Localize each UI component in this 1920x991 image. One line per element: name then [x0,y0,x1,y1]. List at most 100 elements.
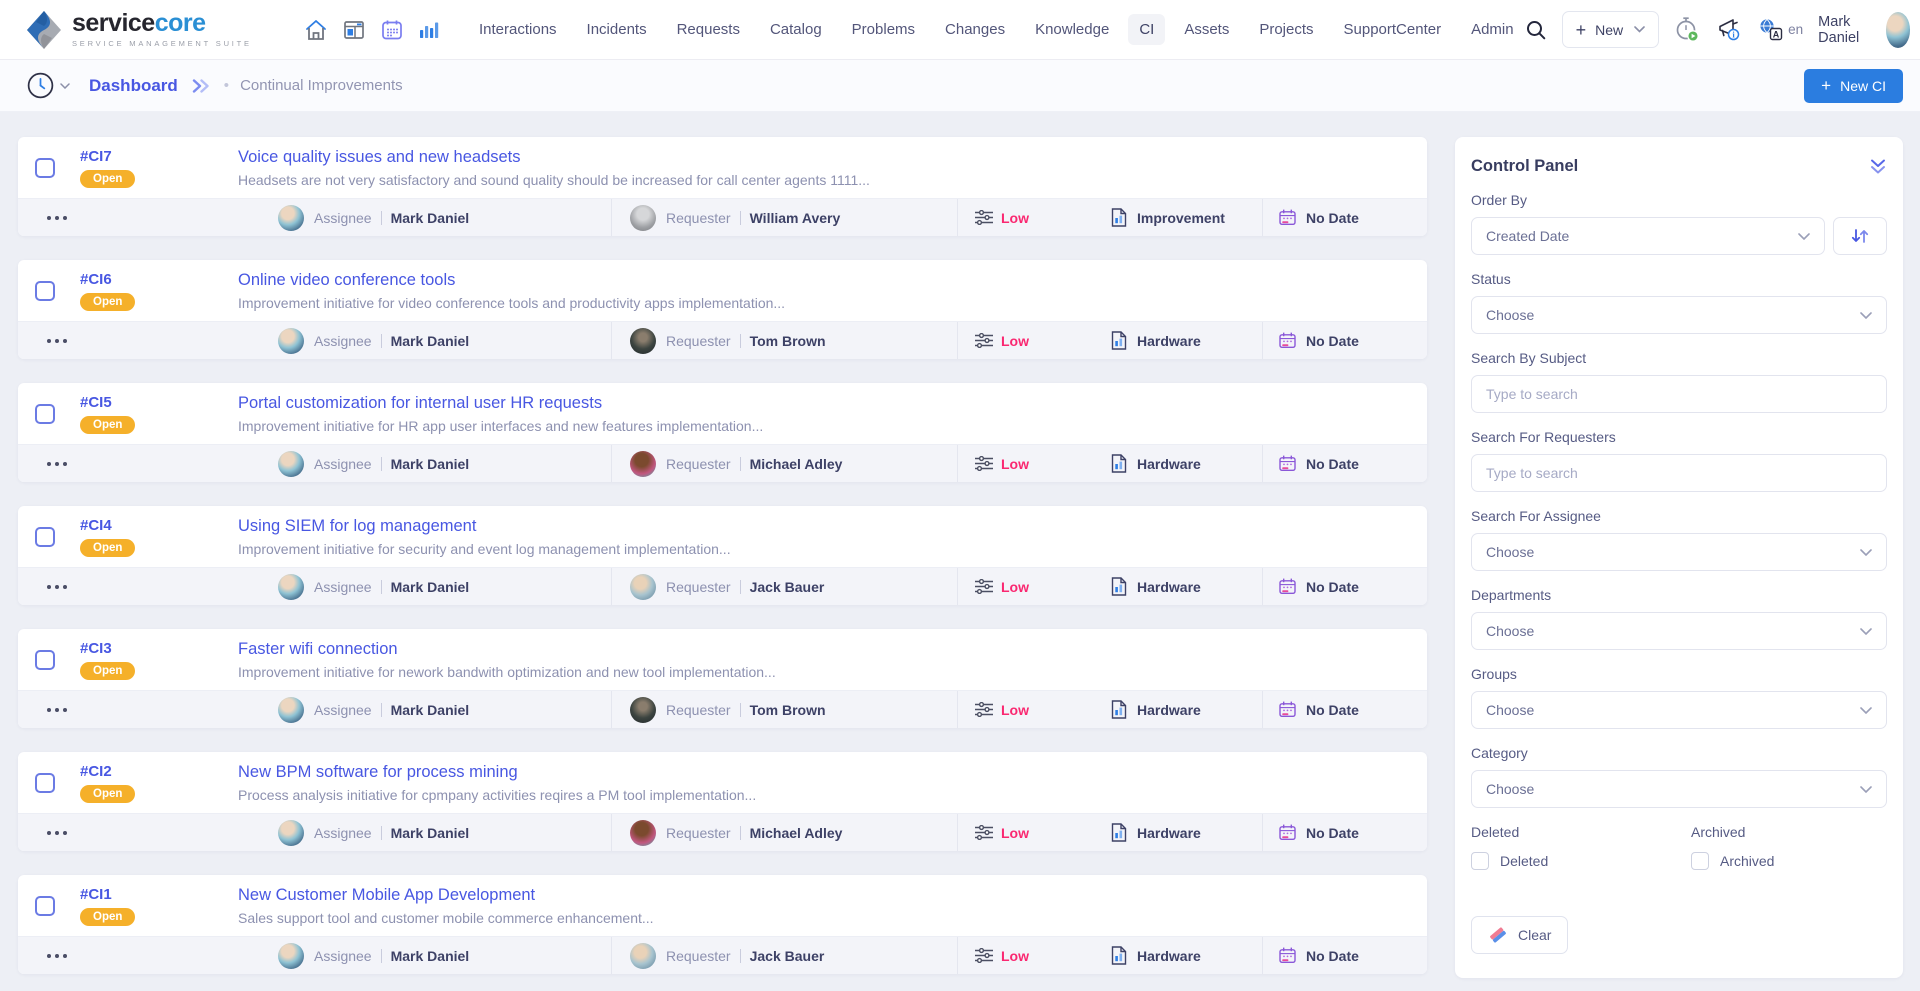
home-icon[interactable] [304,18,328,42]
priority-cell: Low [958,199,1093,236]
ci-card-main: #CI3 Open Faster wifi connection Improve… [18,629,1427,690]
status-badge: Open [80,661,136,680]
ci-title-link[interactable]: Portal customization for internal user H… [238,393,603,412]
eraser-icon [1488,926,1509,945]
bar-chart-icon[interactable] [418,19,440,41]
nav-item[interactable]: CI [1128,14,1166,45]
search-icon[interactable] [1525,19,1547,41]
top-navigation-bar: servicecore SERVICE MANAGEMENT SUITE [0,0,1920,60]
deleted-checkbox[interactable] [1471,852,1489,870]
priority-sliders-icon [975,702,993,717]
ci-id-link[interactable]: #CI3 [80,639,112,657]
row-checkbox[interactable] [35,157,55,178]
status-select[interactable]: Choose [1471,296,1887,334]
ci-id-link[interactable]: #CI2 [80,762,112,780]
announcement-megaphone-icon[interactable]: i [1716,16,1743,43]
divider [380,210,382,225]
sort-direction-button[interactable] [1833,217,1887,255]
ci-id-link[interactable]: #CI1 [80,885,112,903]
search-for-requesters-input[interactable] [1471,454,1887,492]
row-menu-button[interactable] [45,456,69,472]
row-menu-button[interactable] [45,210,69,226]
deleted-section-label: Deleted [1471,824,1520,840]
breadcrumb-dashboard-link[interactable]: Dashboard [89,75,178,95]
document-chart-icon [1111,577,1127,596]
nav-item[interactable]: Admin [1471,21,1514,38]
order-by-select[interactable]: Created Date [1471,217,1825,255]
nav-item[interactable]: SupportCenter [1343,21,1442,38]
row-checkbox[interactable] [35,403,55,424]
nav-item[interactable]: Requests [676,21,740,38]
brand-text: servicecore SERVICE MANAGEMENT SUITE [72,9,252,49]
language-switcher[interactable]: A en [1758,18,1803,42]
ci-id-link[interactable]: #CI6 [80,270,112,288]
nav-item[interactable]: Catalog [769,21,822,38]
user-avatar[interactable] [1885,11,1911,48]
ci-title-link[interactable]: Faster wifi connection [238,639,398,658]
ci-id-link[interactable]: #CI5 [80,393,112,411]
document-chart-icon [1111,700,1127,719]
date-cell: No Date [1262,445,1427,482]
timer-icon[interactable] [1674,16,1701,43]
row-menu-button[interactable] [45,579,69,595]
collapse-panel-icon[interactable] [1869,158,1887,175]
deleted-checkbox-row[interactable]: Deleted [1471,852,1691,870]
row-menu-button[interactable] [45,702,69,718]
ci-id-link[interactable]: #CI7 [80,147,112,165]
translate-icon: A [1758,18,1784,42]
brand-logo[interactable]: servicecore SERVICE MANAGEMENT SUITE [26,10,256,50]
groups-select[interactable]: Choose [1471,691,1887,729]
nav-item[interactable]: Problems [851,21,916,38]
requester-name: Tom Brown [749,701,826,718]
status-badge: Open [80,907,136,926]
row-menu-button[interactable] [45,948,69,964]
row-menu-button[interactable] [45,333,69,349]
date-value: No Date [1306,455,1359,472]
archived-checkbox-row[interactable]: Archived [1691,852,1887,870]
ci-title-link[interactable]: New BPM software for process mining [238,762,518,781]
archived-checkbox[interactable] [1691,852,1709,870]
departments-select[interactable]: Choose [1471,612,1887,650]
search-by-subject-input[interactable] [1471,375,1887,413]
search-for-assignee-label: Search For Assignee [1471,508,1601,524]
nav-item[interactable]: Projects [1259,21,1314,38]
ci-id-link[interactable]: #CI4 [80,516,112,534]
ci-title-link[interactable]: Online video conference tools [238,270,456,289]
calendar-icon[interactable] [380,18,404,42]
nav-item[interactable]: Changes [945,21,1006,38]
assignee-label: Assignee [314,209,372,226]
ci-title-link[interactable]: New Customer Mobile App Development [238,885,536,904]
nav-item[interactable]: Incidents [586,21,647,38]
user-name[interactable]: Mark Daniel [1818,13,1860,46]
row-checkbox[interactable] [35,649,55,670]
search-for-assignee-select[interactable]: Choose [1471,533,1887,571]
new-ci-button[interactable]: + New CI [1804,68,1903,103]
ci-card-main: #CI7 Open Voice quality issues and new h… [18,137,1427,198]
document-chart-icon [1111,946,1127,965]
category-select[interactable]: Choose [1471,770,1887,808]
row-checkbox[interactable] [35,895,55,916]
priority-value: Low [1001,332,1029,349]
nav-item[interactable]: Knowledge [1035,21,1110,38]
clear-filters-button[interactable]: Clear [1471,916,1569,954]
ci-title-link[interactable]: Using SIEM for log management [238,516,477,535]
type-value: Hardware [1137,701,1201,718]
dashboard-panel-icon[interactable] [342,18,366,42]
row-checkbox[interactable] [35,772,55,793]
nav-item[interactable]: Assets [1184,21,1230,38]
row-checkbox[interactable] [35,280,55,301]
ci-title-block: Portal customization for internal user H… [238,394,1427,434]
priority-cell: Low [958,445,1093,482]
recent-history-dropdown[interactable] [26,71,70,100]
status-label: Status [1471,271,1511,287]
assignee-avatar [278,573,304,600]
row-menu-button[interactable] [45,825,69,841]
row-checkbox[interactable] [35,526,55,547]
ci-description: Sales support tool and customer mobile c… [238,909,654,926]
new-dropdown-button[interactable]: + New [1561,11,1660,48]
nav-item[interactable]: Interactions [479,21,557,38]
divider [380,333,382,348]
ci-title-link[interactable]: Voice quality issues and new headsets [238,147,521,166]
ci-card: #CI3 Open Faster wifi connection Improve… [18,629,1427,728]
priority-value: Low [1001,455,1029,472]
